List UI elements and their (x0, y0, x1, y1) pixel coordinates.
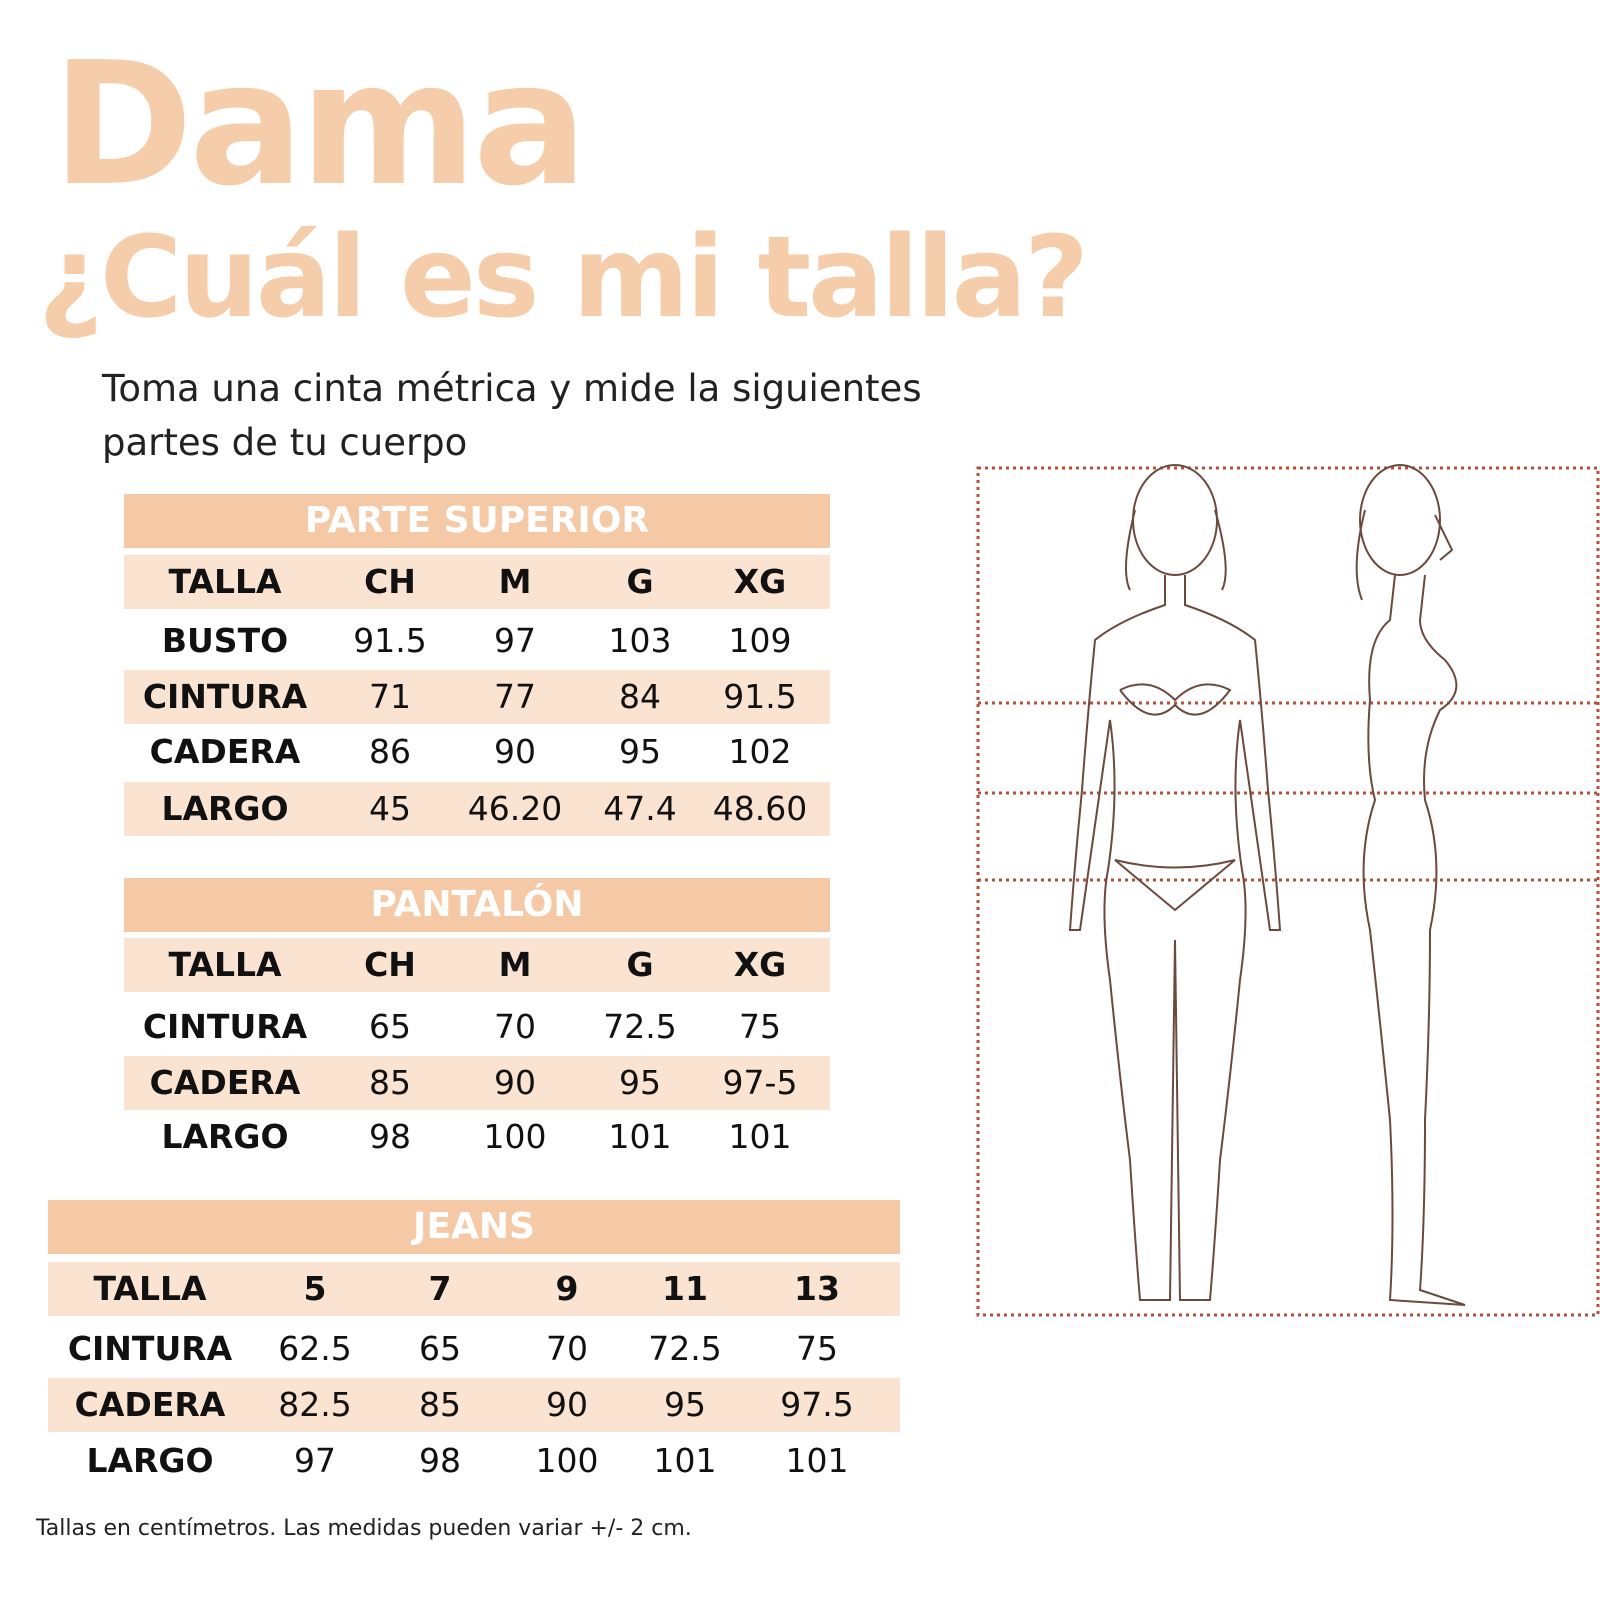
size-label: XG (733, 562, 787, 601)
measurement-value: 86 (369, 732, 411, 771)
size-label: 7 (428, 1269, 452, 1308)
measurement-value: 46.20 (467, 789, 563, 828)
table-row: CINTURA 65 70 72.5 75 (124, 1000, 830, 1054)
measurement-value: 45 (369, 789, 411, 828)
table-header-row: TALLA CH M G XG (124, 938, 830, 992)
measurement-value: 65 (369, 1007, 411, 1046)
row-label: TALLA (168, 562, 282, 601)
row-label: CINTURA (142, 1007, 308, 1046)
measurement-value: 82.5 (278, 1385, 352, 1424)
table-row: CINTURA 71 77 84 91.5 (124, 670, 830, 724)
measurement-value: 100 (535, 1441, 599, 1480)
table-title: PANTALÓN (124, 878, 830, 932)
footnote: Tallas en centímetros. Las medidas puede… (36, 1516, 692, 1541)
row-label: CADERA (149, 1063, 301, 1102)
measurement-value: 101 (608, 1117, 672, 1156)
measurement-value: 95 (619, 1063, 661, 1102)
measurement-value: 72.5 (648, 1329, 722, 1368)
row-label: CINTURA (142, 677, 308, 716)
measurement-value: 75 (796, 1329, 838, 1368)
measurement-value: 100 (483, 1117, 547, 1156)
measurement-value: 84 (619, 677, 661, 716)
table-row: LARGO 45 46.20 47.4 48.60 (124, 782, 830, 836)
row-label: CINTURA (67, 1329, 233, 1368)
table-row: CADERA 85 90 95 97-5 (124, 1056, 830, 1110)
row-label: CADERA (149, 732, 301, 771)
measurement-value: 101 (653, 1441, 717, 1480)
row-label: CADERA (74, 1385, 226, 1424)
measurement-value: 71 (369, 677, 411, 716)
measurement-value: 97 (294, 1441, 336, 1480)
side-figure (1355, 464, 1466, 1306)
row-label: LARGO (161, 1117, 289, 1156)
size-label: 5 (303, 1269, 327, 1308)
page-title: Dama (52, 26, 588, 224)
size-table-0: PARTE SUPERIOR TALLA CH M G XG BUSTO 91.5 97 103 1… (124, 494, 830, 836)
table-row: BUSTO 91.5 97 103 109 (124, 614, 830, 668)
row-label: TALLA (93, 1269, 207, 1308)
table-row: LARGO 98 100 101 101 (124, 1110, 830, 1164)
measurement-value: 97.5 (780, 1385, 854, 1424)
measurement-value: 103 (608, 621, 672, 660)
measurement-value: 101 (785, 1441, 849, 1480)
table-header-row: TALLA CH M G XG (124, 555, 830, 609)
page-subtitle: ¿Cuál es mi talla? (38, 213, 1089, 343)
measurement-value: 62.5 (278, 1329, 352, 1368)
measurement-value: 91.5 (723, 677, 797, 716)
measurement-value: 98 (419, 1441, 461, 1480)
table-row: CINTURA 62.5 65 70 72.5 75 (48, 1322, 900, 1376)
measurement-value: 90 (494, 732, 536, 771)
body-measurement-illustration (976, 464, 1600, 1317)
measurement-value: 77 (494, 677, 536, 716)
size-table-2: JEANS TALLA 5 7 9 11 13 CINTURA 62.5 65 70 72.5 75 CA… (48, 1200, 900, 1488)
measurement-value: 95 (619, 732, 661, 771)
measure-frame (976, 466, 1600, 1317)
front-figure (1068, 464, 1282, 1301)
measurement-value: 90 (494, 1063, 536, 1102)
measurement-value: 90 (546, 1385, 588, 1424)
measurement-value: 48.60 (712, 789, 808, 828)
measurement-value: 95 (664, 1385, 706, 1424)
table-row: CADERA 82.5 85 90 95 97.5 (48, 1378, 900, 1432)
table-header-row: TALLA 5 7 9 11 13 (48, 1262, 900, 1316)
size-label: 13 (794, 1269, 840, 1308)
measurement-value: 97 (494, 621, 536, 660)
table-title: JEANS (48, 1200, 900, 1254)
size-label: CH (364, 945, 416, 984)
measurement-value: 72.5 (603, 1007, 677, 1046)
measurement-value: 101 (728, 1117, 792, 1156)
measurement-value: 91.5 (353, 621, 427, 660)
size-label: 11 (662, 1269, 708, 1308)
row-label: TALLA (168, 945, 282, 984)
size-label: CH (364, 562, 416, 601)
row-label: LARGO (86, 1441, 214, 1480)
measurement-value: 102 (728, 732, 792, 771)
measurement-value: 75 (739, 1007, 781, 1046)
size-label: G (626, 562, 654, 601)
table-row: LARGO 97 98 100 101 101 (48, 1434, 900, 1488)
measurement-value: 70 (546, 1329, 588, 1368)
measurement-value: 97-5 (722, 1063, 798, 1102)
measurement-value: 65 (419, 1329, 461, 1368)
size-label: M (498, 945, 532, 984)
row-label: LARGO (161, 789, 289, 828)
size-label: 9 (555, 1269, 579, 1308)
intro-text: Toma una cinta métrica y mide la siguien… (102, 367, 922, 464)
row-label: BUSTO (161, 621, 289, 660)
measurement-value: 47.4 (603, 789, 677, 828)
size-label: M (498, 562, 532, 601)
measurement-value: 70 (494, 1007, 536, 1046)
size-label: XG (733, 945, 787, 984)
table-row: CADERA 86 90 95 102 (124, 725, 830, 779)
size-table-1: PANTALÓN TALLA CH M G XG CINTURA 65 70 72.5 75 CADE… (124, 878, 830, 1164)
size-label: G (626, 945, 654, 984)
measurement-value: 98 (369, 1117, 411, 1156)
measurement-value: 109 (728, 621, 792, 660)
table-title: PARTE SUPERIOR (124, 494, 830, 548)
measurement-value: 85 (419, 1385, 461, 1424)
measurement-value: 85 (369, 1063, 411, 1102)
